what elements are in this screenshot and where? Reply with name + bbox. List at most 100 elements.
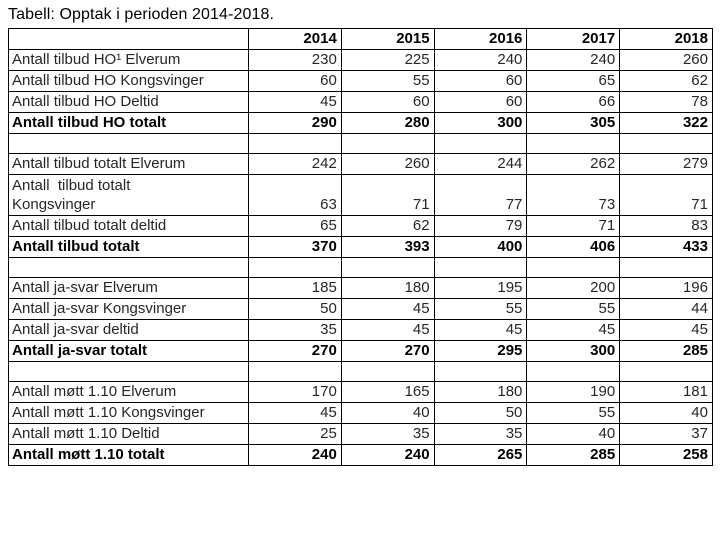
value-cell: 258 xyxy=(619,444,713,466)
value-cell: 433 xyxy=(619,236,713,258)
table-row: Antall møtt 1.10 Deltid 25 35 35 40 37 xyxy=(8,423,713,445)
value-cell: 280 xyxy=(340,112,435,134)
value-cell: 165 xyxy=(340,381,435,403)
value-cell: 40 xyxy=(619,402,713,424)
row-label: Antall møtt 1.10 Deltid xyxy=(8,423,249,445)
value-cell: 285 xyxy=(526,444,621,466)
value-cell xyxy=(248,361,342,382)
value-cell: 45 xyxy=(526,319,621,341)
value-cell: 50 xyxy=(248,298,342,320)
total-row: Antall ja-svar totalt 270 270 295 300 285 xyxy=(8,340,713,362)
value-cell: 242 xyxy=(248,153,342,175)
value-cell: 300 xyxy=(433,112,528,134)
value-cell xyxy=(619,133,713,154)
value-cell: 400 xyxy=(433,236,528,258)
value-cell: 78 xyxy=(619,91,713,113)
value-cell xyxy=(433,133,528,154)
value-cell: 45 xyxy=(248,91,342,113)
value-cell xyxy=(340,361,435,382)
value-cell: 190 xyxy=(526,381,621,403)
value-cell: 40 xyxy=(526,423,621,445)
table-row: Antall tilbud totalt Elverum 242 260 244 262… xyxy=(8,153,713,175)
total-row: Antall møtt 1.10 totalt 240 240 265 285 258 xyxy=(8,444,713,466)
table-row: Antall ja-svar Elverum 185 180 195 200 196 xyxy=(8,277,713,299)
header-empty-cell xyxy=(8,28,249,50)
table-row: Antall ja-svar deltid 35 45 45 45 45 xyxy=(8,319,713,341)
row-label: Antall møtt 1.10 Kongsvinger xyxy=(8,402,249,424)
value-cell: 65 xyxy=(526,70,621,92)
spacer-row xyxy=(8,133,713,154)
value-cell: 45 xyxy=(619,319,713,341)
value-cell: 45 xyxy=(433,319,528,341)
table-row: Antall tilbud totalt Kongsvinger 63 71 77 73… xyxy=(8,174,713,216)
table-title: Tabell: Opptak i perioden 2014-2018. xyxy=(8,6,275,23)
row-label: Antall møtt 1.10 totalt xyxy=(8,444,249,466)
value-cell: 60 xyxy=(248,70,342,92)
value-cell: 230 xyxy=(248,49,342,71)
header-year: 2015 xyxy=(340,28,435,50)
value-cell xyxy=(340,133,435,154)
row-label: Antall ja-svar Elverum xyxy=(8,277,249,299)
header-year: 2014 xyxy=(248,28,342,50)
value-cell xyxy=(340,257,435,278)
total-row: Antall tilbud HO totalt 290 280 300 305 322 xyxy=(8,112,713,134)
value-cell: 71 xyxy=(619,174,713,216)
value-cell: 45 xyxy=(340,319,435,341)
value-cell xyxy=(248,133,342,154)
value-cell: 71 xyxy=(340,174,435,216)
value-cell: 37 xyxy=(619,423,713,445)
value-cell: 262 xyxy=(526,153,621,175)
value-cell: 45 xyxy=(248,402,342,424)
row-label xyxy=(8,257,249,278)
table-row: Antall ja-svar Kongsvinger 50 45 55 55 44 xyxy=(8,298,713,320)
header-year: 2016 xyxy=(433,28,528,50)
row-label: Antall ja-svar Kongsvinger xyxy=(8,298,249,320)
value-cell xyxy=(526,361,621,382)
value-cell xyxy=(526,257,621,278)
value-cell: 185 xyxy=(248,277,342,299)
value-cell xyxy=(526,133,621,154)
value-cell: 195 xyxy=(433,277,528,299)
row-label: Antall tilbud totalt deltid xyxy=(8,215,249,237)
value-cell: 77 xyxy=(433,174,528,216)
spacer-row xyxy=(8,257,713,278)
value-cell: 62 xyxy=(340,215,435,237)
row-label: Antall møtt 1.10 Elverum xyxy=(8,381,249,403)
value-cell: 270 xyxy=(248,340,342,362)
value-cell: 393 xyxy=(340,236,435,258)
value-cell: 55 xyxy=(433,298,528,320)
table-row: Antall tilbud totalt deltid 65 62 79 71 83 xyxy=(8,215,713,237)
value-cell: 25 xyxy=(248,423,342,445)
value-cell: 225 xyxy=(340,49,435,71)
value-cell: 55 xyxy=(526,298,621,320)
value-cell: 180 xyxy=(433,381,528,403)
value-cell: 63 xyxy=(248,174,342,216)
row-label: Antall tilbud totalt xyxy=(8,236,249,258)
value-cell: 240 xyxy=(433,49,528,71)
table-row: Antall møtt 1.10 Kongsvinger 45 40 50 55 40 xyxy=(8,402,713,424)
value-cell: 62 xyxy=(619,70,713,92)
value-cell: 180 xyxy=(340,277,435,299)
value-cell: 240 xyxy=(340,444,435,466)
value-cell: 406 xyxy=(526,236,621,258)
value-cell: 196 xyxy=(619,277,713,299)
value-cell xyxy=(248,257,342,278)
value-cell: 55 xyxy=(526,402,621,424)
total-row: Antall tilbud totalt 370 393 400 406 433 xyxy=(8,236,713,258)
row-label xyxy=(8,133,249,154)
value-cell: 370 xyxy=(248,236,342,258)
value-cell xyxy=(433,257,528,278)
value-cell: 65 xyxy=(248,215,342,237)
value-cell: 300 xyxy=(526,340,621,362)
value-cell: 44 xyxy=(619,298,713,320)
value-cell xyxy=(433,361,528,382)
value-cell: 260 xyxy=(619,49,713,71)
table-row: Antall tilbud HO Deltid 45 60 60 66 78 xyxy=(8,91,713,113)
value-cell: 279 xyxy=(619,153,713,175)
row-label: Antall tilbud totalt Elverum xyxy=(8,153,249,175)
table-row: Antall møtt 1.10 Elverum 170 165 180 190 181 xyxy=(8,381,713,403)
row-label: Antall tilbud HO¹ Elverum xyxy=(8,49,249,71)
value-cell: 322 xyxy=(619,112,713,134)
header-year: 2018 xyxy=(619,28,713,50)
